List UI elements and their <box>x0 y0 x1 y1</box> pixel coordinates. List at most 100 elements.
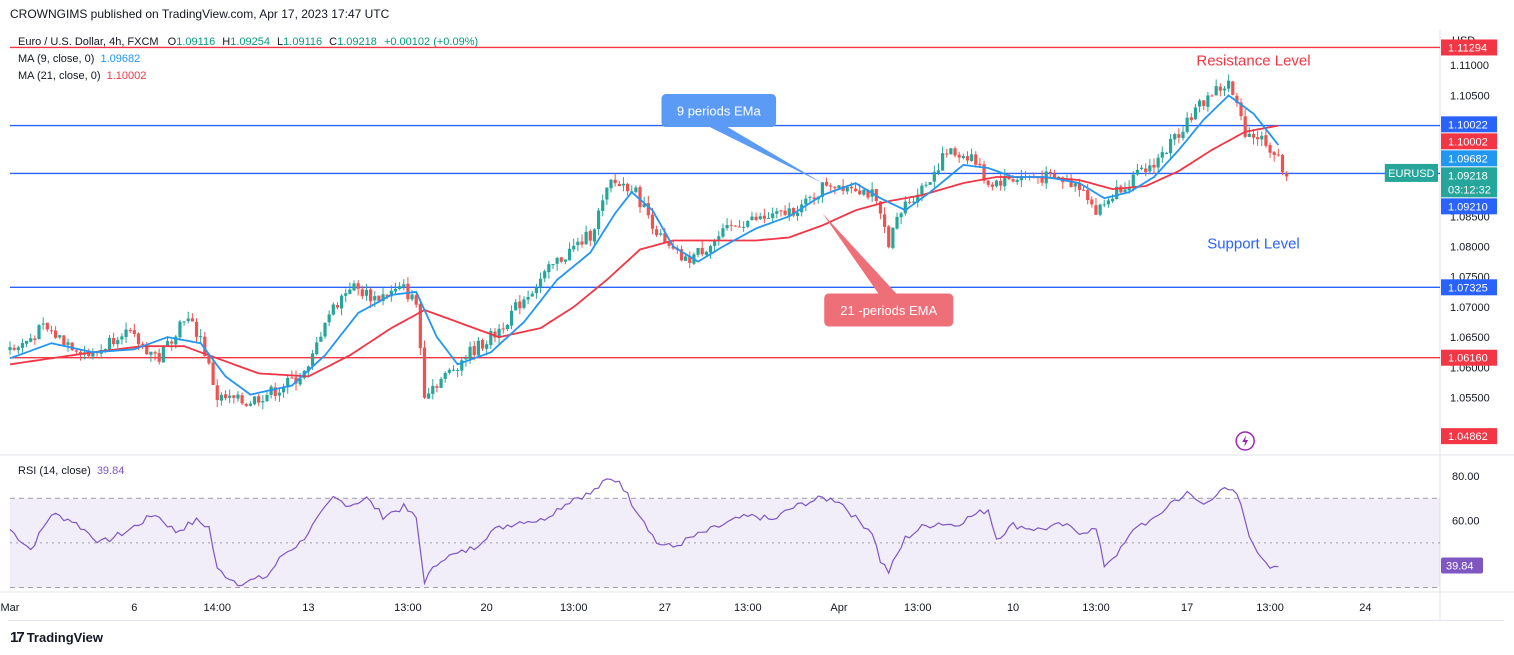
symbol-legend[interactable]: Euro / U.S. Dollar, 4h, FXCM O1.09116 H1… <box>18 36 478 48</box>
candle-body <box>1156 157 1160 168</box>
candle-body <box>398 286 402 290</box>
candle-body <box>522 299 526 308</box>
candle-body <box>1181 131 1185 139</box>
level-annotation-text: Support Level <box>1207 236 1300 253</box>
ma21-legend[interactable]: MA (21, close, 0) 1.10002 <box>18 70 146 82</box>
candle-body <box>240 395 244 404</box>
rsi-legend[interactable]: RSI (14, close) 39.84 <box>18 465 124 477</box>
candle-body <box>53 330 58 338</box>
price-tick-label: 1.11000 <box>1450 60 1489 72</box>
candle-body <box>472 346 476 356</box>
candle-body <box>174 336 178 345</box>
candle-body <box>746 221 750 227</box>
candle-body <box>634 187 638 192</box>
candle-body <box>887 226 891 248</box>
candle-body <box>1069 178 1073 188</box>
candle-body <box>704 251 708 255</box>
rsi-line <box>9 478 1279 587</box>
ma9-value: 1.09682 <box>100 53 141 65</box>
candle-body <box>729 224 733 226</box>
candle-body <box>932 171 936 182</box>
candle-body <box>945 153 949 155</box>
candle-body <box>907 201 912 203</box>
candle-body <box>696 247 700 255</box>
candle-body <box>257 396 261 403</box>
candle-body <box>468 346 472 359</box>
candle-body <box>1276 154 1280 156</box>
time-tick-label: 13:00 <box>904 602 932 614</box>
candle-body <box>103 349 107 351</box>
time-tick-label: 13:00 <box>1082 602 1110 614</box>
price-tick-label: 1.06500 <box>1450 332 1490 344</box>
time-tick-label: 13 <box>302 602 314 614</box>
candle-body <box>493 331 497 338</box>
candle-body <box>298 378 302 385</box>
candle-body <box>66 342 70 345</box>
price-label-tag <box>1441 428 1497 445</box>
candle-body <box>895 216 899 229</box>
price-label-tag <box>1441 133 1497 150</box>
candle-body <box>447 369 451 373</box>
candle-body <box>679 249 684 261</box>
price-label-tag <box>1441 150 1497 167</box>
candle-body <box>29 338 33 342</box>
candle-body <box>717 236 721 240</box>
candle-body <box>1202 100 1206 107</box>
callout-pointer <box>822 213 897 294</box>
candle-body <box>360 289 364 297</box>
candle-body <box>418 303 422 349</box>
candle-body <box>335 305 340 308</box>
candle-body <box>559 257 563 262</box>
candle-body <box>1210 95 1214 97</box>
candle-body <box>464 358 468 360</box>
candle-body <box>878 201 883 214</box>
candle-body <box>74 350 78 352</box>
candle-body <box>352 283 356 291</box>
candle-body <box>800 204 804 213</box>
candle-body <box>199 336 203 338</box>
callout-text: 9 periods EMa <box>677 104 762 119</box>
candle-body <box>646 203 650 216</box>
candle-body <box>625 183 630 192</box>
candle-body <box>758 216 762 220</box>
ohlc-low-label: L <box>277 36 284 48</box>
ma21-label: MA (21, close, 0) <box>18 70 101 82</box>
footer[interactable]: 17 TradingView <box>10 629 103 646</box>
candle-body <box>1119 186 1123 193</box>
candle-body <box>460 360 464 371</box>
candle-body <box>982 164 986 181</box>
candle-body <box>12 347 16 350</box>
time-tick-label: 13:00 <box>394 602 422 614</box>
candle-body <box>555 258 559 264</box>
candle-body <box>965 156 970 161</box>
candle-body <box>83 352 87 355</box>
ma9-legend[interactable]: MA (9, close, 0) 1.09682 <box>18 53 140 65</box>
candle-body <box>381 294 385 302</box>
candle-body <box>841 186 845 191</box>
candle-body <box>435 386 439 388</box>
candle-body <box>87 351 91 357</box>
price-tick-label: 1.07000 <box>1450 302 1490 314</box>
price-tick-label: 1.08500 <box>1450 211 1490 223</box>
candle-body <box>1015 179 1019 182</box>
candle-body <box>1148 165 1152 172</box>
candle-body <box>754 216 758 220</box>
candle-body <box>588 231 592 241</box>
candle-body <box>700 247 704 255</box>
candle-body <box>1256 137 1260 140</box>
candle-body <box>385 294 389 297</box>
candle-body <box>518 301 522 309</box>
candle-body <box>990 184 994 187</box>
candle-body <box>1061 177 1065 183</box>
candle-body <box>1040 177 1044 183</box>
candle-body <box>858 190 862 195</box>
candle-body <box>451 369 456 371</box>
time-tick-label: 24 <box>1359 602 1371 614</box>
candle-body <box>766 217 771 219</box>
candle-body <box>107 337 112 350</box>
price-label-tag <box>1441 198 1497 215</box>
candle-body <box>621 183 626 186</box>
candle-body <box>787 208 791 216</box>
candle-body <box>580 241 584 245</box>
